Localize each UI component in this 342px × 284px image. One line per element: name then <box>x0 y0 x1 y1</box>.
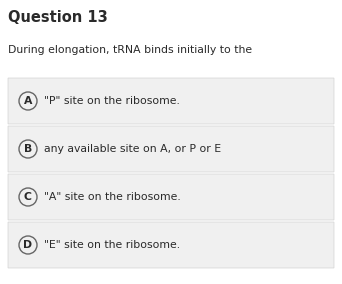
Text: A: A <box>24 96 32 106</box>
Text: B: B <box>24 144 32 154</box>
Text: "A" site on the ribosome.: "A" site on the ribosome. <box>44 192 181 202</box>
Text: "E" site on the ribosome.: "E" site on the ribosome. <box>44 240 180 250</box>
Text: During elongation, tRNA binds initially to the: During elongation, tRNA binds initially … <box>8 45 252 55</box>
FancyBboxPatch shape <box>8 174 334 220</box>
Text: C: C <box>24 192 32 202</box>
Text: "P" site on the ribosome.: "P" site on the ribosome. <box>44 96 180 106</box>
FancyBboxPatch shape <box>8 222 334 268</box>
Text: D: D <box>24 240 32 250</box>
Text: Question 13: Question 13 <box>8 10 108 25</box>
FancyBboxPatch shape <box>8 126 334 172</box>
FancyBboxPatch shape <box>8 78 334 124</box>
Text: any available site on A, or P or E: any available site on A, or P or E <box>44 144 221 154</box>
